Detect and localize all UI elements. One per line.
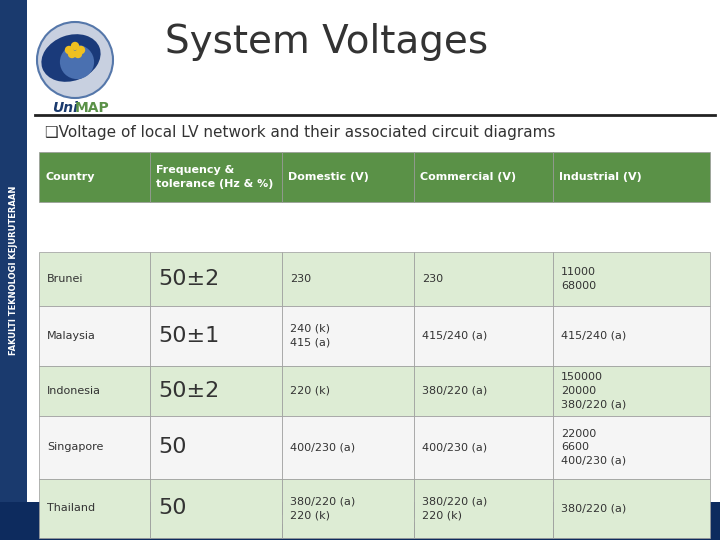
Bar	[553, 253, 710, 306]
Circle shape	[71, 43, 78, 50]
Bar	[414, 306, 553, 366]
Bar	[414, 253, 553, 306]
Circle shape	[66, 46, 73, 53]
Text: 230: 230	[290, 274, 311, 284]
Bar	[553, 366, 710, 416]
Bar	[40, 416, 150, 478]
Text: Country: Country	[45, 172, 95, 182]
Text: Thailand: Thailand	[48, 503, 96, 514]
Text: 415/240 (a): 415/240 (a)	[561, 330, 626, 341]
Text: ❑Voltage of local LV network and their associated circuit diagrams: ❑Voltage of local LV network and their a…	[45, 125, 556, 139]
Text: MAP: MAP	[75, 101, 109, 115]
Bar	[282, 253, 414, 306]
Bar	[0, 0, 27, 540]
Text: Frequency &
tolerance (Hz & %): Frequency & tolerance (Hz & %)	[156, 165, 274, 189]
Text: 380/220 (a)
220 (k): 380/220 (a) 220 (k)	[290, 497, 355, 520]
Bar	[282, 366, 414, 416]
Bar	[40, 366, 150, 416]
Text: Malaysia: Malaysia	[48, 330, 96, 341]
Text: 240 (k)
415 (a): 240 (k) 415 (a)	[290, 324, 330, 348]
Bar	[282, 478, 414, 538]
Text: Industrial (V): Industrial (V)	[559, 172, 642, 182]
Bar	[0, 502, 720, 540]
Text: FAKULTI TEKNOLOGI KEJURUTERAAN: FAKULTI TEKNOLOGI KEJURUTERAAN	[9, 185, 18, 355]
Text: Commercial (V): Commercial (V)	[420, 172, 516, 182]
Text: Brunei: Brunei	[48, 274, 84, 284]
Bar	[150, 152, 282, 202]
Bar	[414, 416, 553, 478]
Circle shape	[68, 51, 76, 57]
Text: 220 (k): 220 (k)	[290, 386, 330, 396]
Ellipse shape	[37, 22, 113, 98]
Text: 230: 230	[422, 274, 443, 284]
Text: Domestic (V): Domestic (V)	[288, 172, 369, 182]
Bar	[40, 478, 150, 538]
Bar	[150, 253, 282, 306]
Text: 50±2: 50±2	[158, 381, 219, 401]
Bar	[150, 416, 282, 478]
Text: 50±2: 50±2	[158, 269, 219, 289]
Bar	[414, 152, 553, 202]
Bar	[553, 152, 710, 202]
Text: ILMU . KEIKHLASAN . KECEMERLANGAN: ILMU . KEIKHLASAN . KECEMERLANGAN	[222, 515, 498, 528]
Circle shape	[78, 46, 84, 53]
Ellipse shape	[60, 45, 94, 79]
Text: 50: 50	[158, 498, 186, 518]
Bar	[282, 152, 414, 202]
Text: 380/220 (a): 380/220 (a)	[422, 386, 487, 396]
Text: 400/230 (a): 400/230 (a)	[290, 442, 355, 452]
Text: 50±1: 50±1	[158, 326, 219, 346]
Bar	[553, 306, 710, 366]
Text: 22000
6600
400/230 (a): 22000 6600 400/230 (a)	[561, 429, 626, 466]
Circle shape	[74, 51, 81, 57]
Bar	[40, 253, 150, 306]
Bar	[150, 366, 282, 416]
Text: 415/240 (a): 415/240 (a)	[422, 330, 487, 341]
Bar	[150, 478, 282, 538]
Text: System Voltages: System Voltages	[165, 23, 488, 61]
Bar	[150, 306, 282, 366]
Text: 400/230 (a): 400/230 (a)	[422, 442, 487, 452]
Text: 150000
20000
380/220 (a): 150000 20000 380/220 (a)	[561, 372, 626, 409]
Bar	[414, 478, 553, 538]
Text: 50: 50	[158, 437, 186, 457]
Ellipse shape	[41, 34, 101, 82]
Bar	[282, 306, 414, 366]
Bar	[40, 152, 150, 202]
Bar	[553, 478, 710, 538]
Text: Uni: Uni	[52, 101, 78, 115]
Bar	[40, 306, 150, 366]
Text: Singapore: Singapore	[48, 442, 104, 452]
Bar	[414, 366, 553, 416]
Bar	[282, 416, 414, 478]
Text: Indonesia: Indonesia	[48, 386, 102, 396]
Text: 380/220 (a): 380/220 (a)	[561, 503, 626, 514]
Bar	[553, 416, 710, 478]
Text: 380/220 (a)
220 (k): 380/220 (a) 220 (k)	[422, 497, 487, 520]
Text: 11000
68000: 11000 68000	[561, 267, 596, 291]
